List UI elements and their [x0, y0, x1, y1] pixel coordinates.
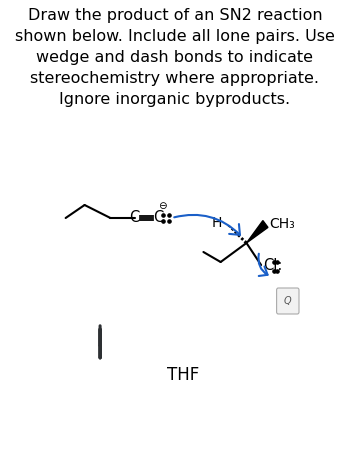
Text: C: C [130, 211, 140, 226]
FancyArrowPatch shape [174, 215, 240, 235]
Text: H: H [212, 216, 222, 230]
Text: CH₃: CH₃ [270, 217, 295, 231]
Text: ⊖: ⊖ [158, 201, 167, 211]
FancyBboxPatch shape [276, 288, 299, 314]
Text: C: C [153, 211, 163, 226]
Text: Draw the product of an SN2 reaction
shown below. Include all lone pairs. Use
wed: Draw the product of an SN2 reaction show… [15, 8, 335, 107]
Text: THF: THF [168, 366, 200, 384]
Text: Q: Q [284, 296, 292, 306]
Polygon shape [246, 221, 268, 243]
Text: Cl:: Cl: [263, 258, 282, 273]
FancyArrowPatch shape [258, 254, 268, 276]
